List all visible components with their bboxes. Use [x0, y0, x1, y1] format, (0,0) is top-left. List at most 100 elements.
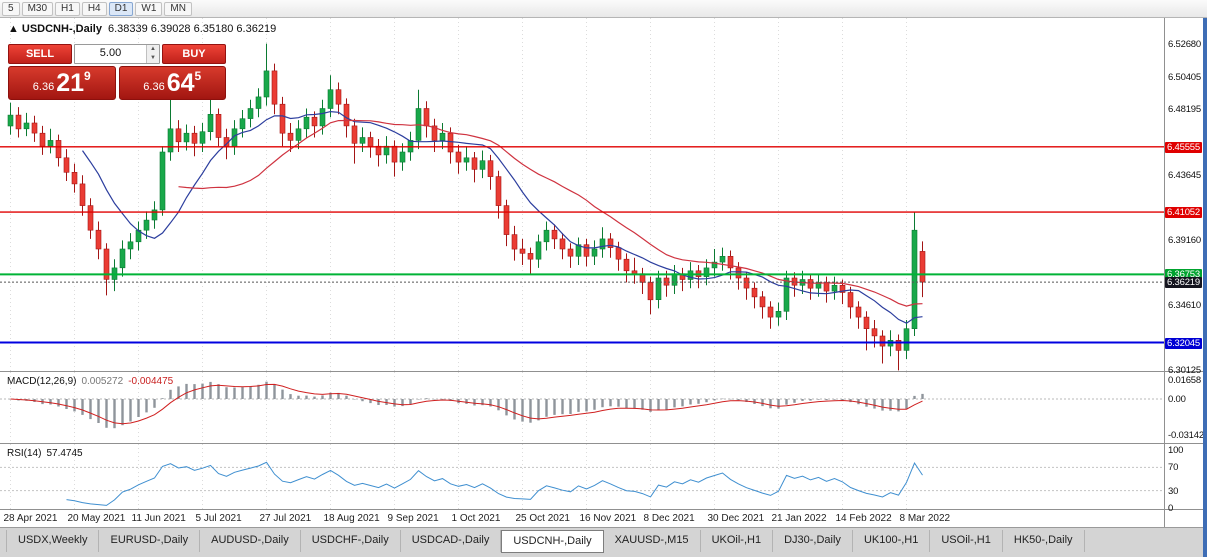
chart-tab-dj30-daily[interactable]: DJ30-,Daily	[773, 530, 853, 552]
macd-axis-label: 0.00	[1168, 394, 1186, 405]
chart-title: ▲ USDCNH-,Daily 6.38339 6.39028 6.35180 6.…	[8, 23, 276, 35]
trade-prices-row: 6.36 21 9 6.36 64 5	[8, 66, 226, 100]
date-axis-label: 18 Aug 2021	[323, 513, 380, 524]
macd-histogram	[9, 381, 924, 429]
chart-tab-usdchf-daily[interactable]: USDCHF-,Daily	[301, 530, 401, 552]
price-axis-border	[1164, 18, 1165, 527]
rsi-axis-label: 70	[1168, 462, 1179, 474]
date-axis-label: 5 Jul 2021	[195, 513, 242, 524]
pane-divider[interactable]	[0, 371, 1203, 372]
price-axis-label: 6.52680	[1168, 38, 1201, 50]
chart-tab-bar: USDX,Weekly EURUSD-,Daily AUDUSD-,Daily USD…	[0, 527, 1207, 557]
date-axis-label: 21 Jan 2022	[771, 513, 827, 524]
rsi-indicator-label: RSI(14) 57.4745	[7, 448, 83, 459]
date-axis-label: 25 Oct 2021	[515, 513, 570, 524]
date-axis-label: 1 Oct 2021	[451, 513, 501, 524]
date-axis-label: 27 Jul 2021	[259, 513, 312, 524]
sell-price-point: 9	[84, 69, 91, 83]
timeframe-button-h1[interactable]: H1	[55, 1, 80, 16]
chart-tab-usdcad-daily[interactable]: USDCAD-,Daily	[401, 530, 502, 552]
price-axis[interactable]: 6.52680 6.50405 6.48195 6.45555 6.43645 6.410…	[1165, 18, 1204, 527]
date-axis-label: 16 Nov 2021	[579, 513, 637, 524]
chart-tab-eurusd-daily[interactable]: EURUSD-,Daily	[99, 530, 201, 552]
rsi-value: 57.4745	[46, 448, 83, 459]
macd-axis-label: 0.01658	[1168, 375, 1201, 387]
price-axis-label: 6.30125	[1168, 365, 1201, 377]
rsi-line	[66, 461, 923, 506]
date-axis-label: 20 May 2021	[67, 513, 126, 524]
rsi-axis-label: 0	[1168, 503, 1174, 514]
ma-slow-line	[178, 119, 923, 307]
sell-price-button[interactable]: 6.36 21 9	[8, 66, 116, 100]
sell-price-pips: 21	[56, 69, 85, 97]
trade-buttons-row: SELL 5.00 ▲ ▼ BUY	[8, 44, 226, 64]
timeframe-button-mn[interactable]: MN	[164, 1, 192, 16]
price-axis-label: 6.34610	[1168, 300, 1201, 312]
timeframe-button-m30[interactable]: M30	[21, 1, 54, 16]
buy-price-prefix: 6.36	[143, 81, 165, 93]
chart-tab-usdcnh-daily[interactable]: USDCNH-,Daily	[501, 530, 604, 553]
vertical-gridlines	[10, 444, 907, 509]
window-right-border	[1203, 18, 1207, 557]
timeframe-button-w1[interactable]: W1	[135, 1, 163, 16]
macd-signal-line	[10, 383, 923, 425]
macd-indicator-label: MACD(12,26,9) 0.005272 -0.004475	[7, 376, 173, 387]
timeframe-toolbar: 5 M30 H1 H4 D1 W1 MN	[0, 0, 1207, 18]
chart-tab-usoil-h1[interactable]: USOil-,H1	[930, 530, 1003, 552]
rsi-axis-label: 30	[1168, 485, 1179, 497]
chart-tab-uk100-h1[interactable]: UK100-,H1	[853, 530, 931, 552]
chart-tab-xauusd-m15[interactable]: XAUUSD-,M15	[604, 530, 701, 552]
main-chart-canvas[interactable]	[0, 18, 1164, 371]
volume-increase-arrow-icon[interactable]: ▲	[147, 45, 159, 54]
sell-button[interactable]: SELL	[8, 44, 72, 64]
rsi-name: RSI(14)	[7, 448, 42, 459]
chart-ohlc-values: 6.38339 6.39028 6.35180 6.36219	[107, 23, 277, 35]
timeframe-button-5[interactable]: 5	[2, 1, 20, 16]
buy-price-button[interactable]: 6.36 64 5	[118, 66, 226, 100]
buy-button[interactable]: BUY	[162, 44, 226, 64]
price-axis-label: 6.43645	[1168, 169, 1201, 181]
ma-fast-line	[82, 110, 923, 324]
sell-price-prefix: 6.36	[32, 81, 55, 93]
price-axis-label: 6.50405	[1168, 71, 1201, 83]
chart-symbol-label: USDCNH-,Daily	[21, 23, 102, 35]
price-axis-label: 6.48195	[1168, 103, 1201, 115]
macd-signal-value: -0.004475	[128, 376, 174, 387]
date-axis-label: 8 Dec 2021	[643, 513, 695, 524]
volume-spinner-arrows: ▲ ▼	[146, 45, 159, 63]
timeframe-button-h4[interactable]: H4	[81, 1, 107, 16]
macd-value: 0.005272	[81, 376, 124, 387]
macd-axis-label: -0.03142	[1168, 429, 1204, 441]
macd-pane-canvas[interactable]	[0, 372, 1164, 443]
pane-divider[interactable]	[0, 443, 1203, 444]
date-axis-label: 14 Feb 2022	[835, 513, 892, 524]
date-axis-label: 9 Sep 2021	[387, 513, 439, 524]
date-axis[interactable]: 28 Apr 2021 20 May 2021 11 Jun 2021 5 Jul 2…	[0, 510, 1164, 527]
chart-tab-usdx-weekly[interactable]: USDX,Weekly	[6, 530, 100, 552]
chart-tab-ukoil-h1[interactable]: UKOil-,H1	[701, 530, 774, 552]
vertical-gridlines	[10, 18, 907, 371]
price-level-badge: 6.32045	[1165, 337, 1202, 349]
chart-tab-hk50-daily[interactable]: HK50-,Daily	[1003, 530, 1085, 552]
buy-price-pips: 64	[166, 69, 195, 97]
macd-name: MACD(12,26,9)	[7, 376, 77, 387]
price-level-badge: 6.41052	[1165, 207, 1202, 219]
rsi-axis-label: 100	[1168, 445, 1184, 456]
timeframe-button-d1[interactable]: D1	[108, 1, 134, 16]
volume-value[interactable]: 5.00	[99, 47, 122, 59]
price-level-badge: 6.36219	[1165, 277, 1202, 289]
volume-decrease-arrow-icon[interactable]: ▼	[147, 54, 159, 63]
one-click-trading-panel: SELL 5.00 ▲ ▼ BUY 6.36 21 9 6.36 64 5	[8, 44, 226, 100]
chart-tab-audusd-daily[interactable]: AUDUSD-,Daily	[200, 530, 301, 552]
price-axis-label: 6.39160	[1168, 234, 1201, 246]
price-level-badge: 6.45555	[1165, 141, 1202, 153]
rsi-pane-canvas[interactable]	[0, 444, 1164, 509]
date-axis-label: 28 Apr 2021	[3, 513, 58, 524]
one-click-collapse-icon[interactable]: ▲	[8, 23, 19, 35]
volume-spinner[interactable]: 5.00 ▲ ▼	[74, 44, 160, 64]
date-axis-label: 11 Jun 2021	[131, 513, 186, 524]
price-level-badge: 6.36753	[1165, 269, 1202, 281]
pane-divider	[0, 509, 1203, 510]
date-axis-label: 8 Mar 2022	[899, 513, 951, 524]
